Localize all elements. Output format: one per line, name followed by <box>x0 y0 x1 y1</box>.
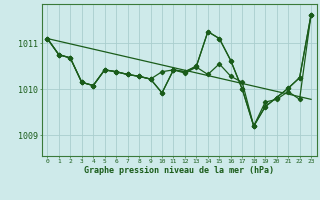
X-axis label: Graphe pression niveau de la mer (hPa): Graphe pression niveau de la mer (hPa) <box>84 166 274 175</box>
